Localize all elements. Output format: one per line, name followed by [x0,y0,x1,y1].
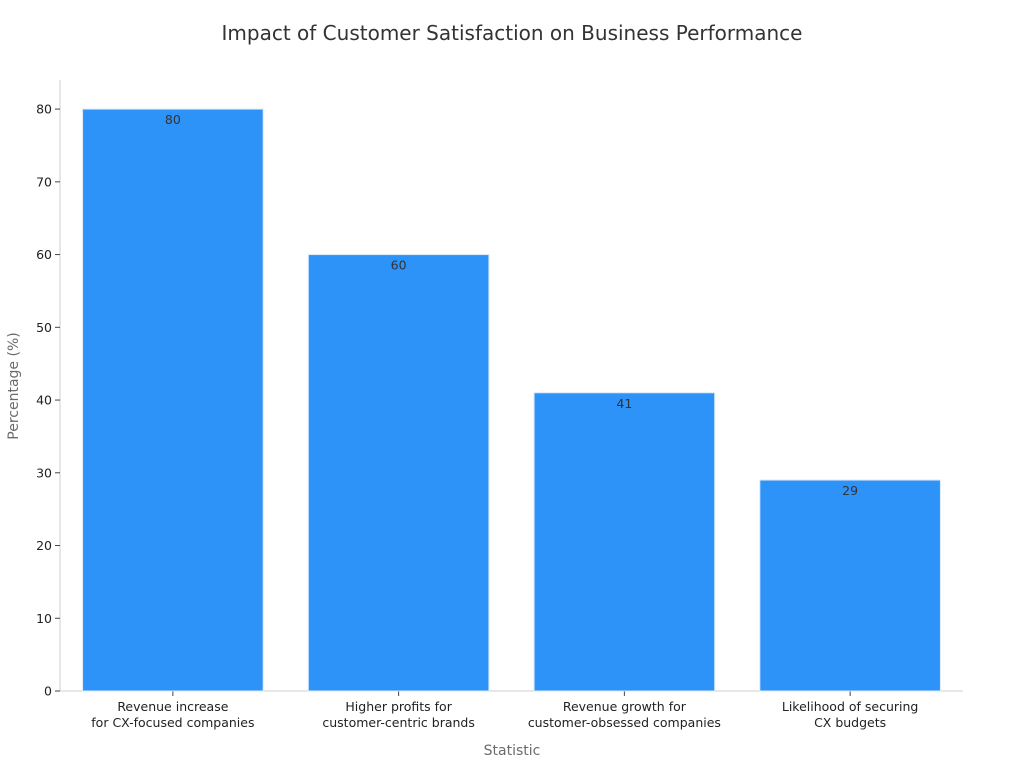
y-tick-label: 50 [36,320,52,335]
x-tick-label: Likelihood of securing CX budgets [782,699,918,730]
data-label: 60 [391,258,407,273]
data-label: 41 [616,396,632,411]
x-tick-label-line: Higher profits for [345,699,452,714]
y-tick-label: 80 [36,102,52,117]
x-tick-label-line: CX budgets [814,715,886,730]
x-tick-label-line: Likelihood of securing [782,699,918,714]
y-tick-label: 60 [36,247,52,262]
x-tick-label: Revenue increase for CX-focused companies [91,699,254,730]
y-tick-label: 70 [36,174,52,189]
y-tick-label: 40 [36,393,52,408]
labels: 80 Revenue increase for CX-focused compani… [91,112,918,730]
x-axis-label: Statistic [484,743,541,759]
bar [307,254,490,692]
x-tick-label-line: Revenue increase [117,699,228,714]
y-tick-label: 20 [36,538,52,553]
bar [533,392,716,692]
x-tick-label: Revenue growth for customer-obsessed comp… [528,699,721,730]
bar [82,108,264,692]
y-tick-label: 0 [44,684,52,699]
x-tick-label-line: Revenue growth for [563,699,687,714]
chart-title: Impact of Customer Satisfaction on Busin… [222,21,803,45]
x-tick-label: Higher profits for customer-centric brand… [322,699,475,730]
y-axis-label: Percentage (%) [6,332,22,439]
y-tick-label: 30 [36,465,52,480]
x-tick-label-line: for CX-focused companies [91,715,254,730]
y-tick-label: 10 [36,611,52,626]
data-label: 80 [165,112,181,127]
data-label: 29 [842,483,858,498]
x-tick-label-line: customer-obsessed companies [528,715,721,730]
x-tick-label-line: customer-centric brands [322,715,475,730]
bars [82,108,941,692]
bar [759,479,941,692]
